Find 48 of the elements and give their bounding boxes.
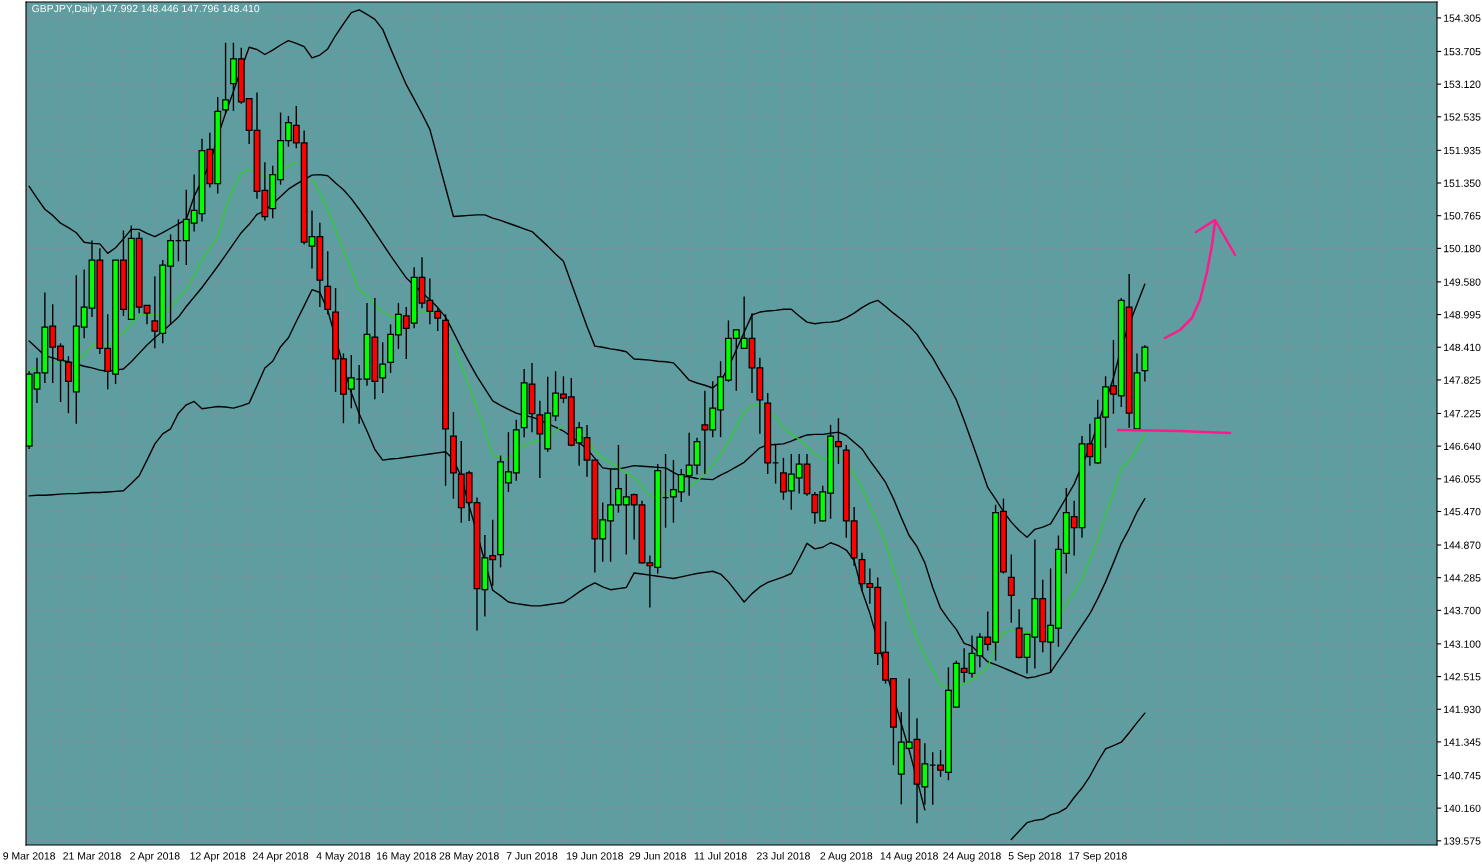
y-tick-label: 148.410 xyxy=(1444,343,1481,352)
candlestick xyxy=(222,42,230,115)
x-tick-label: 14 Aug 2018 xyxy=(880,852,938,862)
x-tick-label: 24 Apr 2018 xyxy=(253,852,309,862)
y-tick-label: 143.100 xyxy=(1444,640,1481,648)
y-tick-label: 140.745 xyxy=(1444,771,1481,780)
x-tick-label: 11 Jul 2018 xyxy=(694,851,747,860)
y-tick-label: 153.120 xyxy=(1444,80,1481,88)
candlestick xyxy=(1141,344,1149,383)
x-tick-label: 17 Sep 2018 xyxy=(1068,852,1127,862)
x-tick-label: 16 May 2018 xyxy=(376,852,436,862)
y-tick-label: 151.350 xyxy=(1444,179,1481,187)
y-tick-label: 139.575 xyxy=(1444,837,1481,845)
y-tick-label: 140.160 xyxy=(1444,804,1481,813)
x-tick-label: 23 Jul 2018 xyxy=(757,851,810,860)
y-tick-label: 150.180 xyxy=(1444,244,1481,253)
y-tick-label: 149.580 xyxy=(1444,278,1481,286)
y-tick-label: 146.640 xyxy=(1444,442,1481,450)
y-tick-label: 153.705 xyxy=(1444,47,1481,56)
x-tick-label: 5 Sep 2018 xyxy=(1008,852,1062,862)
y-tick-label: 146.055 xyxy=(1444,475,1481,483)
y-tick-label: 142.515 xyxy=(1444,673,1481,681)
x-tick-label: 28 May 2018 xyxy=(439,852,499,862)
y-tick-label: 151.935 xyxy=(1444,146,1481,155)
y-tick-label: 148.995 xyxy=(1444,311,1481,319)
y-tick-label: 147.225 xyxy=(1444,409,1481,418)
x-tick-label: 2 Aug 2018 xyxy=(820,852,873,862)
y-tick-label: 147.825 xyxy=(1444,376,1481,384)
y-tick-label: 150.765 xyxy=(1444,212,1481,220)
x-tick-label: 9 Mar 2018 xyxy=(3,852,56,860)
y-tick-label: 144.870 xyxy=(1444,541,1481,549)
x-tick-label: 24 Aug 2018 xyxy=(943,852,1001,862)
x-tick-label: 29 Jun 2018 xyxy=(629,852,686,860)
x-tick-label: 4 May 2018 xyxy=(316,852,371,862)
x-tick-label: 7 Jun 2018 xyxy=(506,852,558,860)
y-tick-label: 145.470 xyxy=(1444,507,1481,516)
candlestick xyxy=(1007,553,1015,624)
chart-title: GBPJPY,Daily 147.992 148.446 147.796 148.410 xyxy=(32,4,260,15)
x-tick-label: 12 Apr 2018 xyxy=(190,852,246,862)
y-tick-label: 141.930 xyxy=(1444,705,1481,714)
y-tick-label: 143.700 xyxy=(1444,606,1481,615)
x-tick-label: 19 Jun 2018 xyxy=(566,852,624,860)
y-tick-label: 141.345 xyxy=(1444,738,1481,746)
x-tick-label: 2 Apr 2018 xyxy=(130,852,180,862)
x-tick-label: 21 Mar 2018 xyxy=(63,852,121,860)
y-tick-label: 154.305 xyxy=(1444,14,1481,22)
y-tick-label: 152.535 xyxy=(1444,113,1481,121)
y-tick-label: 144.285 xyxy=(1444,574,1481,582)
